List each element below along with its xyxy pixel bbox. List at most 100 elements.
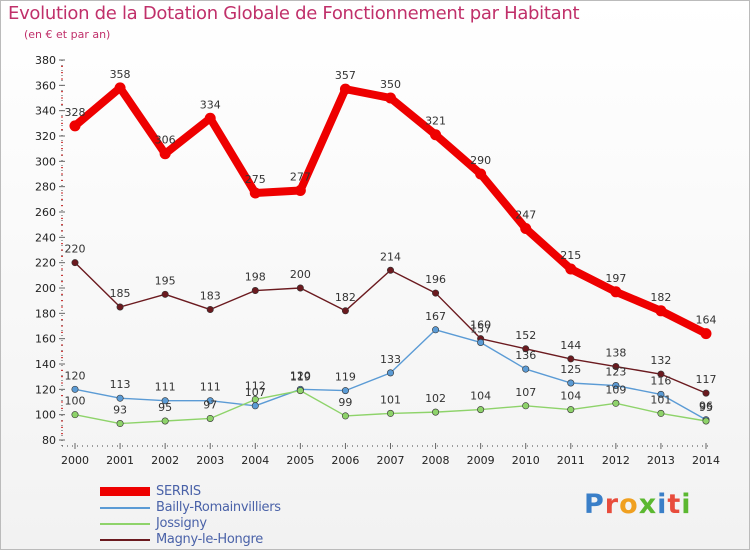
data-label-2: 112 xyxy=(245,379,266,392)
series-point-3 xyxy=(522,345,530,353)
data-label-0: 290 xyxy=(470,154,491,167)
series-point-3 xyxy=(702,389,710,397)
legend-item-3: Magny-le-Hongre xyxy=(100,532,320,548)
x-tick-label: 2002 xyxy=(151,454,179,467)
data-label-1: 123 xyxy=(605,366,626,379)
series-point-0 xyxy=(204,112,216,124)
data-label-3: 132 xyxy=(650,354,671,367)
series-point-3 xyxy=(432,289,440,297)
data-label-1: 96 xyxy=(699,400,713,413)
series-point-2 xyxy=(522,402,530,410)
series-point-0 xyxy=(655,305,667,317)
series-point-0 xyxy=(114,82,126,94)
data-label-3: 220 xyxy=(65,243,86,256)
series-point-1 xyxy=(71,385,79,393)
x-tick-label: 2008 xyxy=(422,454,450,467)
x-tick-label: 2006 xyxy=(331,454,359,467)
series-point-1 xyxy=(612,382,620,390)
data-label-2: 97 xyxy=(203,398,217,411)
series-point-3 xyxy=(657,370,665,378)
data-label-0: 215 xyxy=(560,249,581,262)
series-point-2 xyxy=(477,406,485,414)
y-tick-label: 320 xyxy=(35,130,56,143)
series-line-0 xyxy=(71,83,710,338)
series-point-0 xyxy=(159,148,171,160)
data-label-0: 182 xyxy=(650,291,671,304)
y-tick-label: 360 xyxy=(35,79,56,92)
data-label-0: 275 xyxy=(245,173,266,186)
data-label-0: 321 xyxy=(425,115,446,128)
data-label-1: 113 xyxy=(110,378,131,391)
data-label-2: 119 xyxy=(290,371,311,384)
series-point-0 xyxy=(610,286,622,298)
data-label-1: 157 xyxy=(470,322,491,335)
data-label-1: 125 xyxy=(560,363,581,376)
data-label-3: 196 xyxy=(425,273,446,286)
legend-swatch xyxy=(100,523,150,525)
data-label-3: 144 xyxy=(560,339,581,352)
y-tick-label: 200 xyxy=(35,282,56,295)
series-point-1 xyxy=(657,390,665,398)
series-point-2 xyxy=(386,409,394,417)
data-label-2: 109 xyxy=(605,383,626,396)
x-tick-label: 2004 xyxy=(241,454,269,467)
series-point-0 xyxy=(339,83,351,95)
x-tick-label: 2007 xyxy=(377,454,405,467)
data-label-0: 164 xyxy=(696,314,717,327)
legend-label: SERRIS xyxy=(156,484,201,499)
data-label-2: 104 xyxy=(470,390,491,403)
data-label-2: 93 xyxy=(113,404,127,417)
series-point-1 xyxy=(386,369,394,377)
x-tick-label: 2000 xyxy=(61,454,89,467)
data-label-1: 120 xyxy=(290,369,311,382)
data-label-1: 133 xyxy=(380,353,401,366)
legend-item-0: SERRIS xyxy=(100,484,320,500)
data-label-1: 120 xyxy=(65,369,86,382)
data-label-3: 198 xyxy=(245,271,266,284)
data-label-3: 160 xyxy=(470,319,491,332)
y-tick-label: 340 xyxy=(35,105,56,118)
legend-label: Jossigny xyxy=(156,516,207,531)
series-point-1 xyxy=(161,397,169,405)
data-label-3: 117 xyxy=(696,373,717,386)
series-point-2 xyxy=(341,412,349,420)
series-point-2 xyxy=(702,417,710,425)
series-point-2 xyxy=(657,409,665,417)
data-label-3: 195 xyxy=(155,274,176,287)
series-point-1 xyxy=(341,387,349,395)
data-label-2: 107 xyxy=(515,386,536,399)
y-tick-label: 300 xyxy=(35,155,56,168)
legend: SERRIS Bailly-Romainvilliers Jossigny Magny… xyxy=(100,484,320,548)
series-point-2 xyxy=(612,399,620,407)
series-point-0 xyxy=(475,168,487,180)
y-tick-label: 180 xyxy=(35,307,56,320)
data-label-1: 136 xyxy=(515,349,536,362)
y-tick-label: 220 xyxy=(35,257,56,270)
series-point-1 xyxy=(522,365,530,373)
legend-item-1: Bailly-Romainvilliers xyxy=(100,500,320,516)
data-label-2: 99 xyxy=(338,396,352,409)
series-point-1 xyxy=(477,338,485,346)
series-point-3 xyxy=(161,290,169,298)
series-point-0 xyxy=(249,187,261,199)
y-tick-label: 280 xyxy=(35,181,56,194)
data-label-3: 138 xyxy=(605,347,626,360)
data-label-1: 167 xyxy=(425,310,446,323)
data-label-0: 328 xyxy=(65,106,86,119)
proxiti-logo: Proxiti xyxy=(584,489,692,520)
series-point-3 xyxy=(116,303,124,311)
series-point-2 xyxy=(71,411,79,419)
data-label-2: 100 xyxy=(65,395,86,408)
data-label-2: 101 xyxy=(650,393,671,406)
data-label-1: 111 xyxy=(155,381,176,394)
series-point-0 xyxy=(294,184,306,196)
data-label-1: 119 xyxy=(335,371,356,384)
series-point-1 xyxy=(206,397,214,405)
chart-title: Evolution de la Dotation Globale de Fonc… xyxy=(8,3,580,24)
series-point-1 xyxy=(251,402,259,410)
data-label-3: 152 xyxy=(515,329,536,342)
x-tick-label: 2011 xyxy=(557,454,585,467)
y-tick-label: 100 xyxy=(35,409,56,422)
data-label-0: 247 xyxy=(515,208,536,221)
